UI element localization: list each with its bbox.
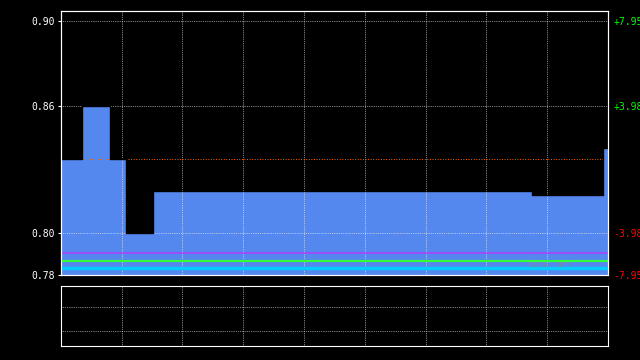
Text: sina.com: sina.com bbox=[527, 261, 570, 270]
